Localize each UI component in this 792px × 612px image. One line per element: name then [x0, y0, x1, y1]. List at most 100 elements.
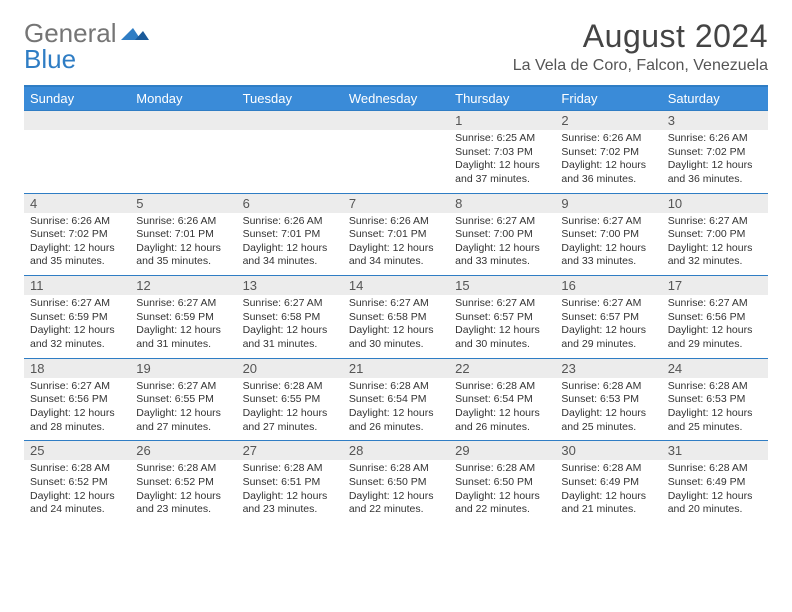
sunrise-line: Sunrise: 6:28 AM: [455, 380, 549, 394]
sunrise-line: Sunrise: 6:28 AM: [455, 462, 549, 476]
daylight-line: Daylight: 12 hours and 33 minutes.: [561, 242, 655, 269]
day-header: Monday: [130, 87, 236, 110]
sunrise-line: Sunrise: 6:28 AM: [136, 462, 230, 476]
sunset-line: Sunset: 7:03 PM: [455, 146, 549, 160]
sunrise-line: Sunrise: 6:27 AM: [349, 297, 443, 311]
sunrise-line: Sunrise: 6:26 AM: [668, 132, 762, 146]
sunset-line: Sunset: 6:56 PM: [30, 393, 124, 407]
day-header: Saturday: [662, 87, 768, 110]
sunset-line: Sunset: 6:58 PM: [349, 311, 443, 325]
day-number: 14: [343, 276, 449, 295]
sunrise-line: Sunrise: 6:27 AM: [668, 297, 762, 311]
day-number: [24, 111, 130, 130]
sunset-line: Sunset: 6:59 PM: [30, 311, 124, 325]
daylight-line: Daylight: 12 hours and 32 minutes.: [668, 242, 762, 269]
day-number: 24: [662, 359, 768, 378]
daylight-line: Daylight: 12 hours and 27 minutes.: [136, 407, 230, 434]
sunset-line: Sunset: 6:58 PM: [243, 311, 337, 325]
sunset-line: Sunset: 6:57 PM: [455, 311, 549, 325]
daybody-row: Sunrise: 6:28 AMSunset: 6:52 PMDaylight:…: [24, 460, 768, 523]
day-cell: Sunrise: 6:26 AMSunset: 7:01 PMDaylight:…: [237, 213, 343, 276]
day-number: 2: [555, 111, 661, 130]
day-cell: [24, 130, 130, 193]
daylight-line: Daylight: 12 hours and 27 minutes.: [243, 407, 337, 434]
day-number: 20: [237, 359, 343, 378]
sunset-line: Sunset: 6:54 PM: [455, 393, 549, 407]
day-number: 27: [237, 441, 343, 460]
day-number: [130, 111, 236, 130]
sunrise-line: Sunrise: 6:28 AM: [668, 462, 762, 476]
sunrise-line: Sunrise: 6:27 AM: [30, 380, 124, 394]
daylight-line: Daylight: 12 hours and 34 minutes.: [349, 242, 443, 269]
day-number: 17: [662, 276, 768, 295]
day-number: 6: [237, 194, 343, 213]
daylight-line: Daylight: 12 hours and 36 minutes.: [668, 159, 762, 186]
logo-word-2: Blue: [24, 44, 76, 74]
daylight-line: Daylight: 12 hours and 21 minutes.: [561, 490, 655, 517]
sunrise-line: Sunrise: 6:26 AM: [243, 215, 337, 229]
day-number: 23: [555, 359, 661, 378]
day-cell: Sunrise: 6:27 AMSunset: 7:00 PMDaylight:…: [449, 213, 555, 276]
sunrise-line: Sunrise: 6:27 AM: [455, 297, 549, 311]
day-cell: Sunrise: 6:28 AMSunset: 6:53 PMDaylight:…: [555, 378, 661, 441]
daylight-line: Daylight: 12 hours and 26 minutes.: [349, 407, 443, 434]
day-cell: Sunrise: 6:28 AMSunset: 6:55 PMDaylight:…: [237, 378, 343, 441]
sunrise-line: Sunrise: 6:27 AM: [561, 215, 655, 229]
daylight-line: Daylight: 12 hours and 30 minutes.: [455, 324, 549, 351]
sunset-line: Sunset: 6:52 PM: [136, 476, 230, 490]
sunrise-line: Sunrise: 6:27 AM: [243, 297, 337, 311]
sunset-line: Sunset: 6:50 PM: [349, 476, 443, 490]
sunset-line: Sunset: 7:02 PM: [30, 228, 124, 242]
sunset-line: Sunset: 6:56 PM: [668, 311, 762, 325]
day-number: 19: [130, 359, 236, 378]
daybody-row: Sunrise: 6:26 AM Sunset: 7:02 PM Daylight:…: [24, 213, 768, 276]
sunrise-line: Sunrise: 6:27 AM: [136, 380, 230, 394]
day-number: [343, 111, 449, 130]
day-cell: [237, 130, 343, 193]
day-cell: Sunrise: 6:27 AMSunset: 6:58 PMDaylight:…: [237, 295, 343, 358]
day-number: 8: [449, 194, 555, 213]
page-title: August 2024: [513, 18, 768, 55]
day-cell: Sunrise: 6:28 AMSunset: 6:50 PMDaylight:…: [343, 460, 449, 523]
day-number: 13: [237, 276, 343, 295]
day-cell: Sunrise: 6:25 AMSunset: 7:03 PMDaylight:…: [449, 130, 555, 193]
sunrise-line: Sunrise: 6:28 AM: [668, 380, 762, 394]
day-cell: Sunrise: 6:27 AMSunset: 7:00 PMDaylight:…: [662, 213, 768, 276]
sunset-line: Sunset: 6:53 PM: [668, 393, 762, 407]
day-number: 10: [662, 194, 768, 213]
day-cell: Sunrise: 6:27 AMSunset: 6:59 PMDaylight:…: [130, 295, 236, 358]
sunrise-line: Sunrise: 6:27 AM: [561, 297, 655, 311]
week: 25262728293031Sunrise: 6:28 AMSunset: 6:…: [24, 440, 768, 523]
day-header: Tuesday: [237, 87, 343, 110]
day-cell: Sunrise: 6:26 AMSunset: 7:01 PMDaylight:…: [130, 213, 236, 276]
day-cell: [130, 130, 236, 193]
day-header: Friday: [555, 87, 661, 110]
daylight-line: Daylight: 12 hours and 30 minutes.: [349, 324, 443, 351]
day-cell: Sunrise: 6:27 AMSunset: 6:55 PMDaylight:…: [130, 378, 236, 441]
day-number: 25: [24, 441, 130, 460]
day-cell: Sunrise: 6:27 AMSunset: 6:58 PMDaylight:…: [343, 295, 449, 358]
sunrise-line: Sunrise: 6:26 AM: [561, 132, 655, 146]
day-number: 1: [449, 111, 555, 130]
day-cell: Sunrise: 6:28 AMSunset: 6:51 PMDaylight:…: [237, 460, 343, 523]
day-number: 12: [130, 276, 236, 295]
day-cell: Sunrise: 6:27 AMSunset: 7:00 PMDaylight:…: [555, 213, 661, 276]
week: 123Sunrise: 6:25 AMSunset: 7:03 PMDaylig…: [24, 110, 768, 193]
daylight-line: Daylight: 12 hours and 25 minutes.: [668, 407, 762, 434]
daylight-line: Daylight: 12 hours and 32 minutes.: [30, 324, 124, 351]
week: 45678910Sunrise: 6:26 AMSunset: 7:02 PMD…: [24, 193, 768, 276]
sunrise-line: Sunrise: 6:27 AM: [30, 297, 124, 311]
daynum-row: 18192021222324: [24, 359, 768, 378]
day-number: 28: [343, 441, 449, 460]
day-cell: Sunrise: 6:26 AMSunset: 7:02 PMDaylight:…: [662, 130, 768, 193]
sunrise-line: Sunrise: 6:27 AM: [668, 215, 762, 229]
day-cell: Sunrise: 6:27 AMSunset: 6:57 PMDaylight:…: [449, 295, 555, 358]
sunrise-line: Sunrise: 6:27 AM: [136, 297, 230, 311]
day-cell: Sunrise: 6:26 AMSunset: 7:01 PMDaylight:…: [343, 213, 449, 276]
day-cell: Sunrise: 6:28 AMSunset: 6:54 PMDaylight:…: [449, 378, 555, 441]
day-number: 9: [555, 194, 661, 213]
sunset-line: Sunset: 7:00 PM: [455, 228, 549, 242]
sunset-line: Sunset: 6:49 PM: [668, 476, 762, 490]
day-number: [237, 111, 343, 130]
daybody-row: Sunrise: 6:27 AMSunset: 6:56 PMDaylight:…: [24, 378, 768, 441]
